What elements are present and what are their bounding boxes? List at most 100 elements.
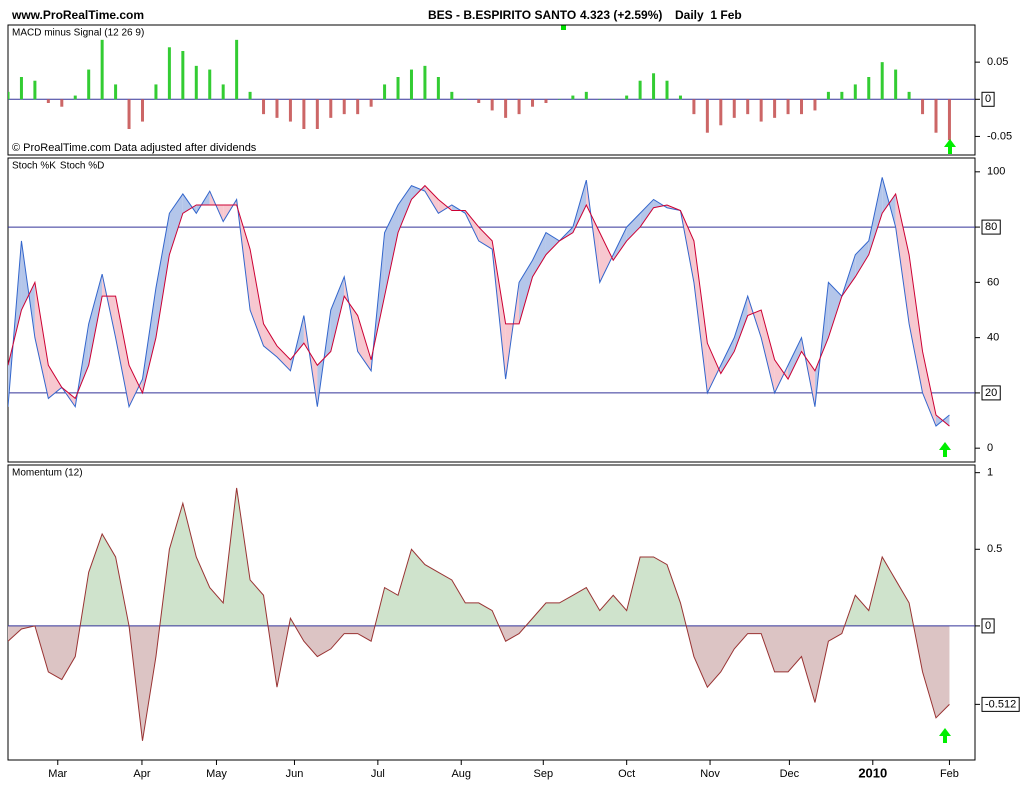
chart-title: BES - B.ESPIRITO SANTO [428, 8, 576, 22]
bar [100, 39, 104, 100]
bar [194, 65, 198, 100]
y-tick-label: 100 [987, 166, 1005, 178]
stoch-fill [88, 274, 103, 366]
y-tick-label: 60 [987, 276, 999, 288]
bar [504, 99, 508, 118]
bar [625, 95, 629, 100]
line [8, 184, 950, 427]
stoch-fill [478, 227, 493, 250]
bar [947, 99, 951, 141]
stoch-fill [424, 185, 439, 214]
panel-title: Momentum (12) [12, 468, 83, 479]
x-tick-label: 2010 [858, 765, 887, 780]
legend-entry: Stoch %K [12, 161, 56, 172]
bar [463, 99, 467, 100]
x-tick-label: Aug [451, 768, 471, 780]
panel: 1 0.5 0 -0.512 Momentum (12) [7, 464, 1020, 761]
y-tick-box [981, 385, 1001, 401]
bar [826, 91, 830, 100]
bar [732, 99, 736, 118]
stoch-fill [868, 177, 883, 255]
stoch-fill [626, 213, 641, 241]
line [8, 487, 950, 741]
bar [692, 99, 696, 115]
bar [800, 99, 804, 115]
plot [8, 487, 975, 741]
stoch-fill [384, 204, 399, 297]
bar [409, 69, 413, 100]
y-tick-box [981, 696, 1020, 712]
bar [302, 99, 306, 129]
stoch-fill [115, 296, 130, 407]
stoch-fill [640, 199, 654, 228]
note: © ProRealTime.com Data adjusted after di… [12, 142, 257, 154]
bar [907, 91, 911, 100]
x-tick-label: Jul [371, 768, 385, 780]
y-tick-label: -0.05 [987, 130, 1012, 142]
bar [315, 99, 319, 129]
bar [517, 99, 521, 115]
stoch-fill [438, 199, 452, 214]
x-tick-label: Nov [700, 768, 720, 780]
stoch-fill [788, 337, 802, 380]
panel-title: MACD minus Signal (12 26 9) [12, 28, 144, 39]
x-tick-label: Sep [533, 768, 553, 780]
y-tick-box [981, 618, 995, 634]
bar [356, 99, 360, 115]
stoch-fill [734, 296, 748, 352]
bar [248, 91, 252, 100]
bar [544, 99, 548, 103]
bar [396, 77, 400, 100]
x-tick-label: Jun [286, 768, 304, 780]
panel: 0.05 0 -0.05 © ProRealTime.com Data adjuste… [7, 24, 1012, 156]
bar [786, 99, 790, 115]
stoch-fill [599, 232, 614, 283]
stoch-fill [720, 337, 735, 374]
stoch-fill [909, 254, 923, 393]
panel: 100 80 60 40 20 0 Stoch %K Stoch %D [7, 157, 1005, 463]
bar [342, 99, 346, 115]
stoch-fill [545, 232, 560, 255]
stoch-fill [922, 351, 936, 427]
stoch-fill [102, 274, 116, 338]
stoch-fill [357, 315, 372, 371]
stoch-fill [155, 213, 170, 338]
period: Daily 1 Feb [675, 8, 742, 22]
bar [665, 80, 669, 100]
bar [934, 99, 938, 133]
bar [436, 77, 440, 100]
x-tick-label: Dec [780, 768, 800, 780]
stoch-fill [532, 232, 546, 277]
stoch-fill [693, 240, 708, 393]
bar [114, 84, 118, 100]
bar [19, 77, 23, 100]
bar [813, 99, 817, 111]
stoch-fill [330, 276, 345, 352]
arrows [939, 139, 956, 743]
bar [840, 91, 844, 100]
x-tick-label: Feb [940, 768, 959, 780]
bar [531, 99, 535, 107]
bar [598, 99, 602, 100]
bar [167, 47, 171, 100]
y-tick-box [981, 91, 995, 107]
y-tick-label: 40 [987, 332, 999, 344]
stoch-fill [774, 359, 789, 393]
arrow [939, 442, 951, 457]
x-tick-label: Apr [133, 768, 150, 780]
site-name: www.ProRealTime.com [11, 8, 144, 22]
y-tick-label: 20 [985, 387, 997, 399]
bar [423, 65, 427, 100]
bar [73, 95, 77, 100]
panels: Mar Apr May Jun Jul Aug Sep Oct Nov Dec 2010 Feb0.0… [7, 24, 1020, 780]
bar [705, 99, 709, 133]
arrow [944, 139, 956, 154]
bar [584, 91, 588, 100]
bar [894, 69, 898, 100]
stoch-fill [828, 282, 842, 338]
x-tick-label: Oct [618, 768, 635, 780]
bar [678, 95, 682, 100]
bar [235, 39, 239, 100]
bar [921, 99, 925, 115]
